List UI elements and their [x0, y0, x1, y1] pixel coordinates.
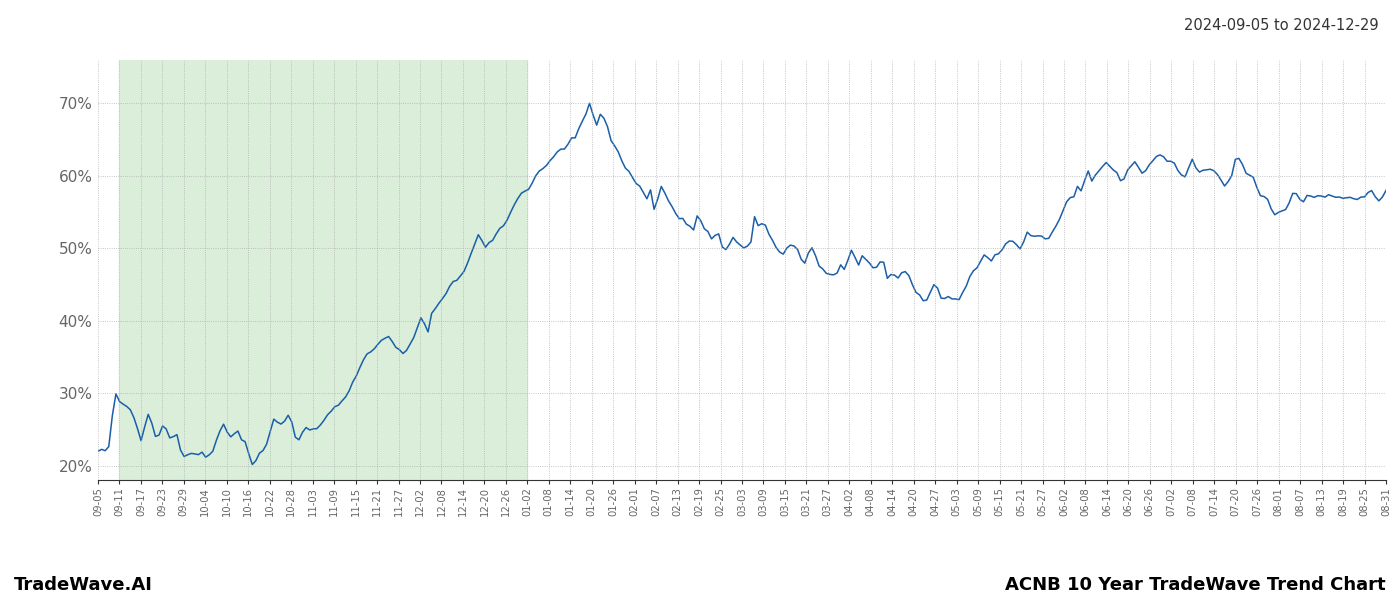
Text: ACNB 10 Year TradeWave Trend Chart: ACNB 10 Year TradeWave Trend Chart [1005, 576, 1386, 594]
Bar [119, 60, 528, 480]
Text: 2024-09-05 to 2024-12-29: 2024-09-05 to 2024-12-29 [1184, 18, 1379, 33]
Text: TradeWave.AI: TradeWave.AI [14, 576, 153, 594]
